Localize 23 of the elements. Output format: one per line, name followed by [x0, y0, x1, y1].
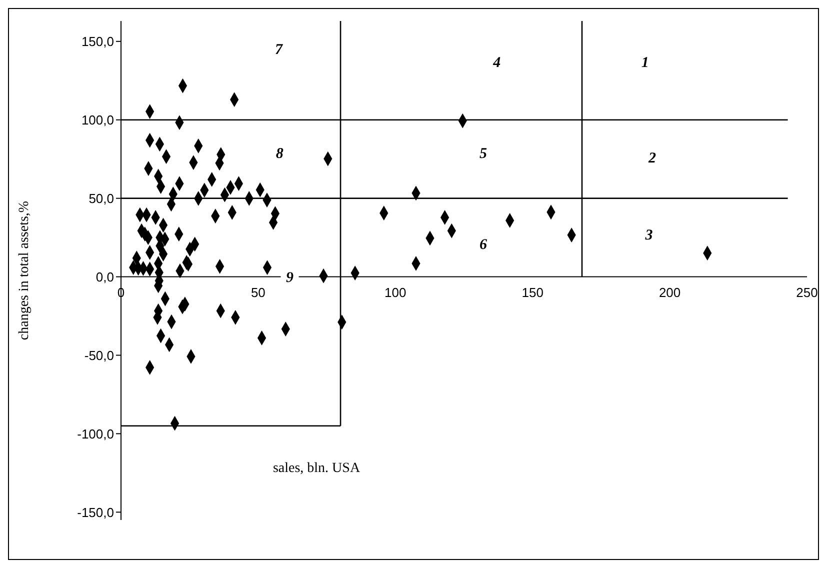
- x-axis-title: sales, bln. USA: [272, 461, 361, 476]
- annotation: 7: [275, 42, 284, 58]
- annotation: 4: [492, 54, 502, 71]
- y-tick-label: 50,0: [88, 190, 114, 206]
- y-tick-label: -150,0: [77, 504, 114, 520]
- annotation: 2: [647, 150, 656, 167]
- x-tick-label: 150: [522, 284, 544, 300]
- y-tick-label: -50,0: [84, 348, 114, 363]
- y-axis-title: changes in total assets,%: [16, 200, 32, 340]
- x-tick-label: 100: [384, 284, 406, 300]
- x-tick-label: 50: [250, 284, 266, 300]
- y-tick-label: 0,0: [96, 269, 114, 284]
- x-tick-label: 250: [796, 284, 818, 300]
- y-tick-label: 150,0: [81, 34, 114, 50]
- y-tick-label: 100,0: [81, 112, 114, 128]
- y-tick-label: -100,0: [77, 426, 114, 442]
- annotation: 6: [479, 236, 488, 253]
- annotation: 5: [479, 146, 488, 162]
- annotation: 3: [644, 227, 654, 244]
- x-tick-label: 200: [658, 284, 681, 300]
- annotation: 8: [276, 146, 284, 162]
- annotation: 1: [641, 54, 649, 71]
- annotation: 9: [286, 270, 294, 286]
